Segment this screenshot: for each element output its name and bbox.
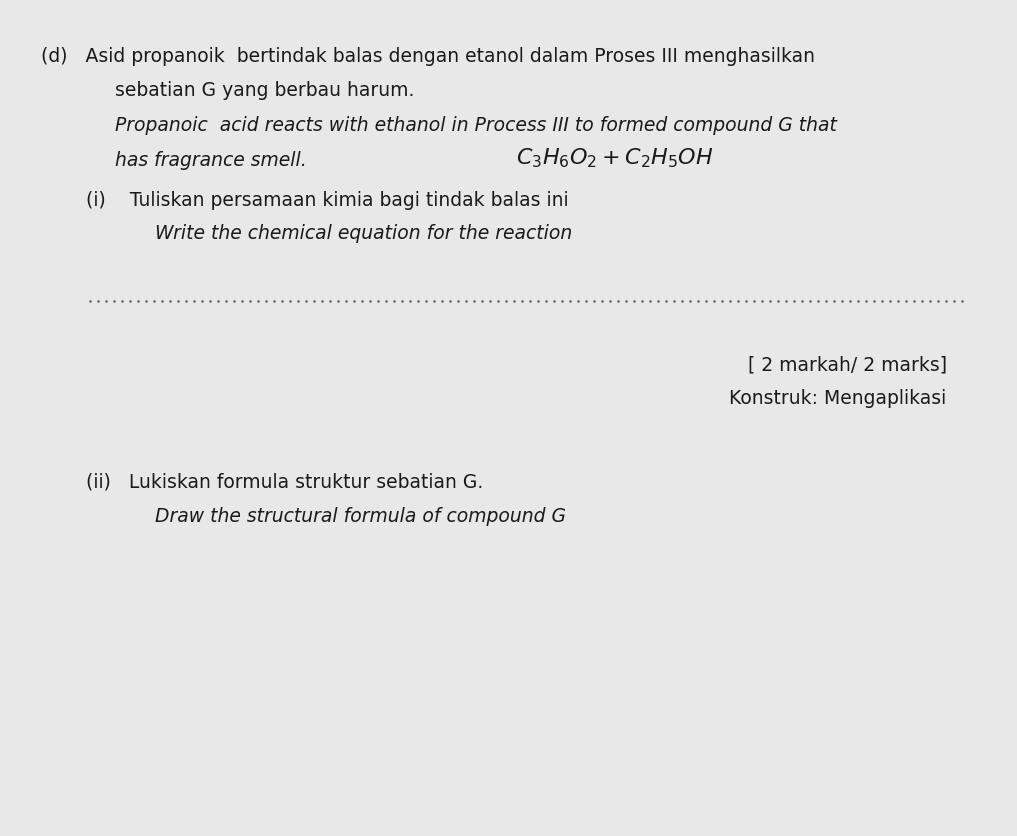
Text: Draw the structural formula of compound G: Draw the structural formula of compound … xyxy=(155,507,565,526)
Text: Konstruk: Mengaplikasi: Konstruk: Mengaplikasi xyxy=(729,389,947,408)
Text: (ii)   Lukiskan formula struktur sebatian G.: (ii) Lukiskan formula struktur sebatian … xyxy=(85,472,483,492)
Text: has fragrance smell.: has fragrance smell. xyxy=(115,151,307,171)
Text: (i)    Tuliskan persamaan kimia bagi tindak balas ini: (i) Tuliskan persamaan kimia bagi tindak… xyxy=(85,191,569,211)
Text: Write the chemical equation for the reaction: Write the chemical equation for the reac… xyxy=(155,224,573,243)
Text: $C_3H_6O_2 + C_2H_5OH$: $C_3H_6O_2 + C_2H_5OH$ xyxy=(517,146,714,170)
Text: (d)   Asid propanoik  bertindak balas dengan etanol dalam Proses III menghasilka: (d) Asid propanoik bertindak balas denga… xyxy=(41,47,815,66)
Text: sebatian G yang berbau harum.: sebatian G yang berbau harum. xyxy=(115,80,415,99)
Text: Propanoic  acid reacts with ethanol in Process III to formed compound G that: Propanoic acid reacts with ethanol in Pr… xyxy=(115,116,837,135)
Text: [ 2 markah/ 2 marks]: [ 2 markah/ 2 marks] xyxy=(747,355,947,375)
